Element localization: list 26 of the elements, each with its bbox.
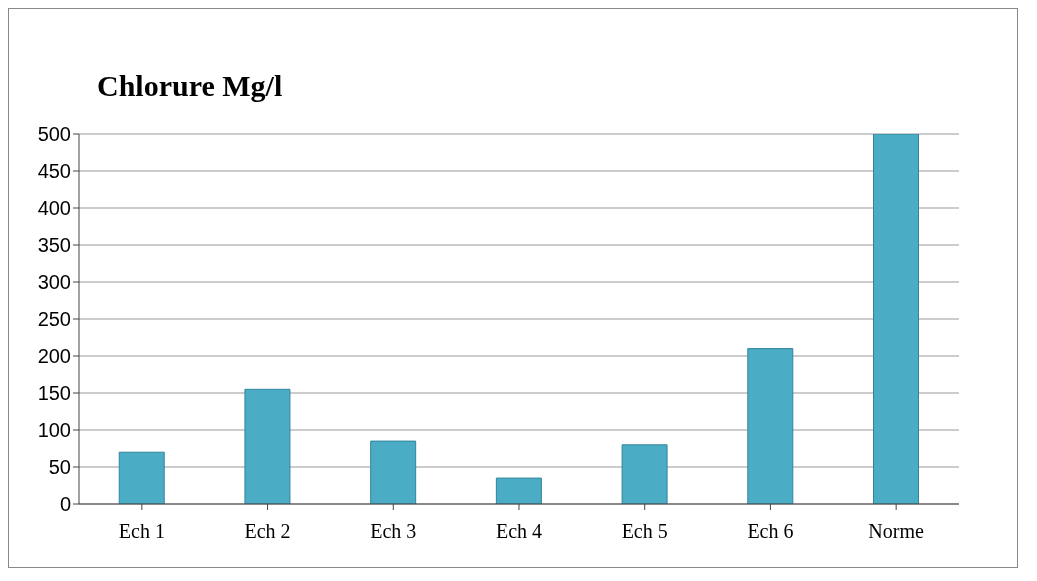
y-tick-label: 400 (37, 197, 71, 220)
bar (118, 451, 165, 504)
bar (244, 388, 291, 504)
x-tick-label: Norme (868, 520, 925, 543)
x-tick-label: Ech 5 (621, 520, 668, 543)
x-tick-label: Ech 4 (495, 520, 543, 543)
y-tick-label: 150 (37, 382, 71, 405)
y-tick-label: 0 (59, 493, 71, 516)
y-tick-label: 250 (37, 308, 71, 331)
x-tick-label: Ech 3 (370, 520, 417, 543)
x-tick-label: Ech 2 (244, 520, 291, 543)
y-tick-label: 350 (37, 234, 71, 257)
y-tick-label: 100 (37, 419, 71, 442)
x-tick-label: Ech 1 (118, 520, 165, 543)
x-tick-label: Ech 6 (747, 520, 794, 543)
bar (621, 444, 668, 504)
bar (495, 477, 542, 504)
bar (873, 134, 920, 504)
y-tick-label: 200 (37, 345, 71, 368)
y-tick-label: 300 (37, 271, 71, 294)
bar (747, 348, 794, 504)
y-tick-label: 50 (48, 456, 71, 479)
y-tick-label: 450 (37, 160, 71, 183)
y-tick-label: 500 (37, 123, 71, 146)
bar (370, 440, 417, 504)
chart-title: Chlorure Mg/l (97, 69, 283, 103)
